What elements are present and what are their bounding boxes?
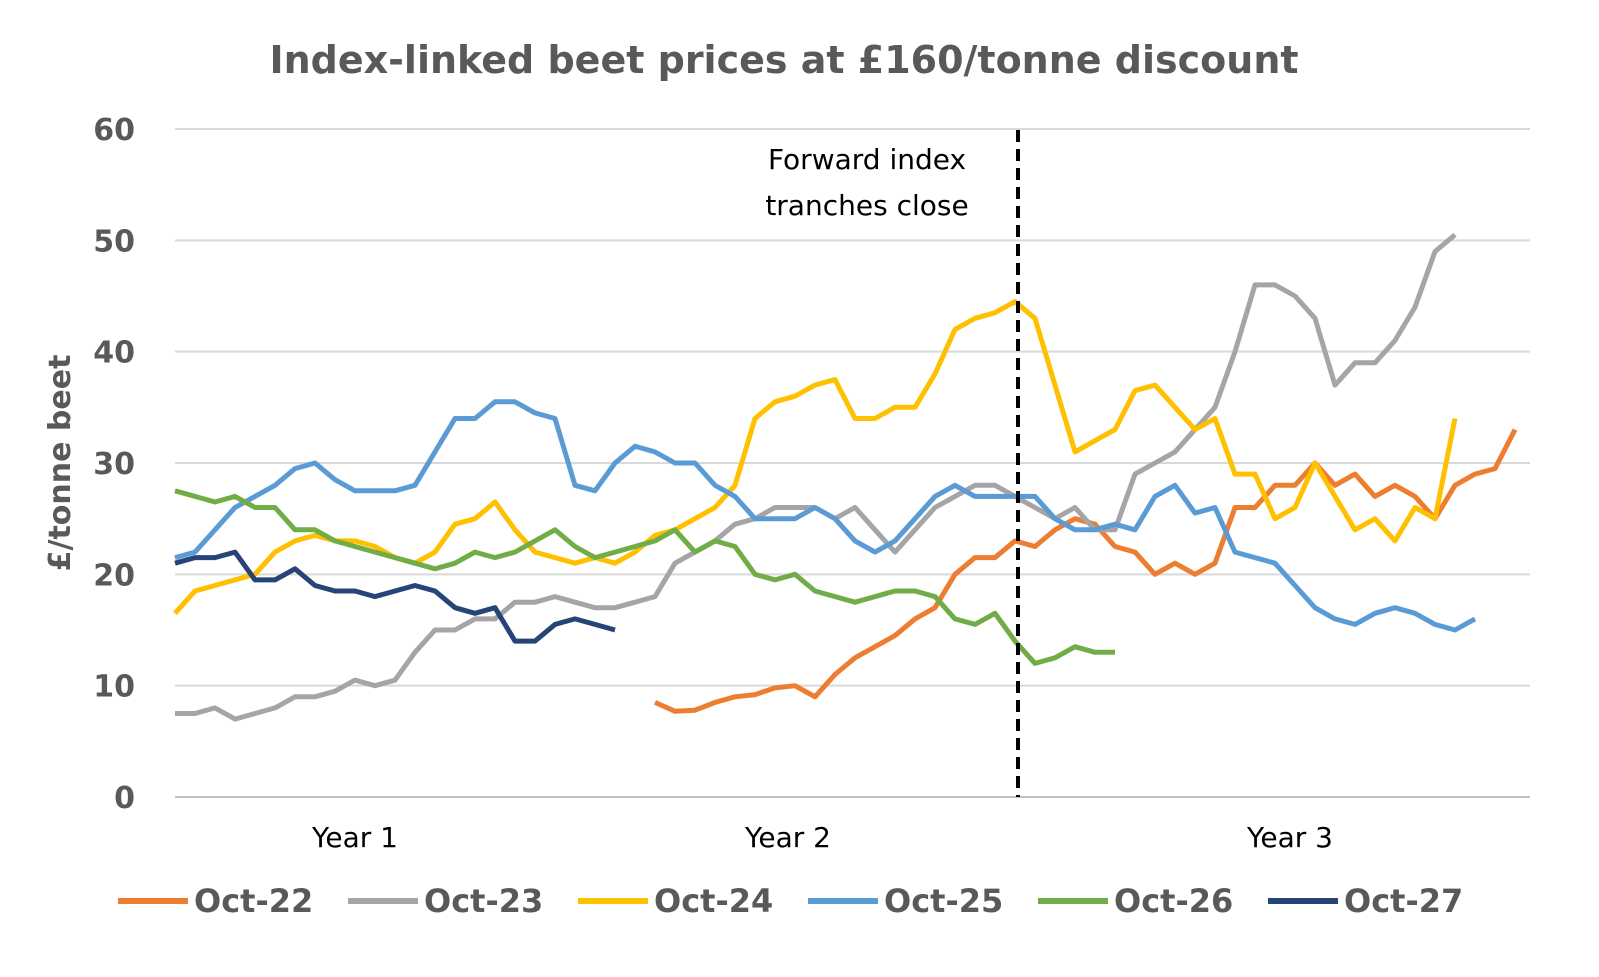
series-line-oct-22	[653, 428, 1518, 714]
y-tick-label: 30	[93, 447, 135, 482]
chart-title: Index-linked beet prices at £160/tonne d…	[269, 38, 1298, 82]
y-tick-label: 10	[93, 670, 135, 705]
legend-item-oct-23: Oct-23	[348, 882, 543, 920]
annotation-line1: Forward index	[768, 143, 966, 176]
series-line-oct-24	[173, 299, 1458, 615]
legend-item-oct-25: Oct-25	[808, 882, 1003, 920]
series-line-oct-26	[174, 488, 1115, 666]
legend-label: Oct-25	[884, 882, 1003, 920]
legend-label: Oct-26	[1114, 882, 1233, 920]
series-line-oct-23	[175, 232, 1457, 722]
y-tick-label: 20	[93, 558, 135, 593]
legend-item-oct-22: Oct-22	[118, 882, 313, 920]
legend-label: Oct-23	[424, 882, 543, 920]
y-tick-label: 0	[114, 781, 135, 816]
series-line-oct-27	[174, 549, 616, 644]
legend-item-oct-26: Oct-26	[1038, 882, 1233, 920]
legend-label: Oct-24	[654, 882, 773, 920]
y-tick-label: 50	[93, 224, 135, 259]
x-category-label: Year 1	[311, 821, 398, 854]
legend-item-oct-24: Oct-24	[578, 882, 773, 920]
y-tick-label: 40	[93, 336, 135, 371]
annotation-line2: tranches close	[765, 189, 968, 222]
x-category-label: Year 3	[1246, 821, 1333, 854]
legend-item-oct-27: Oct-27	[1268, 882, 1463, 920]
x-category-label: Year 2	[744, 821, 831, 854]
y-axis-label: £/tonne beet	[43, 355, 78, 572]
series-line-oct-25	[174, 399, 1477, 633]
legend-label: Oct-27	[1344, 882, 1463, 920]
legend-label: Oct-22	[194, 882, 313, 920]
y-tick-label: 60	[93, 113, 135, 148]
